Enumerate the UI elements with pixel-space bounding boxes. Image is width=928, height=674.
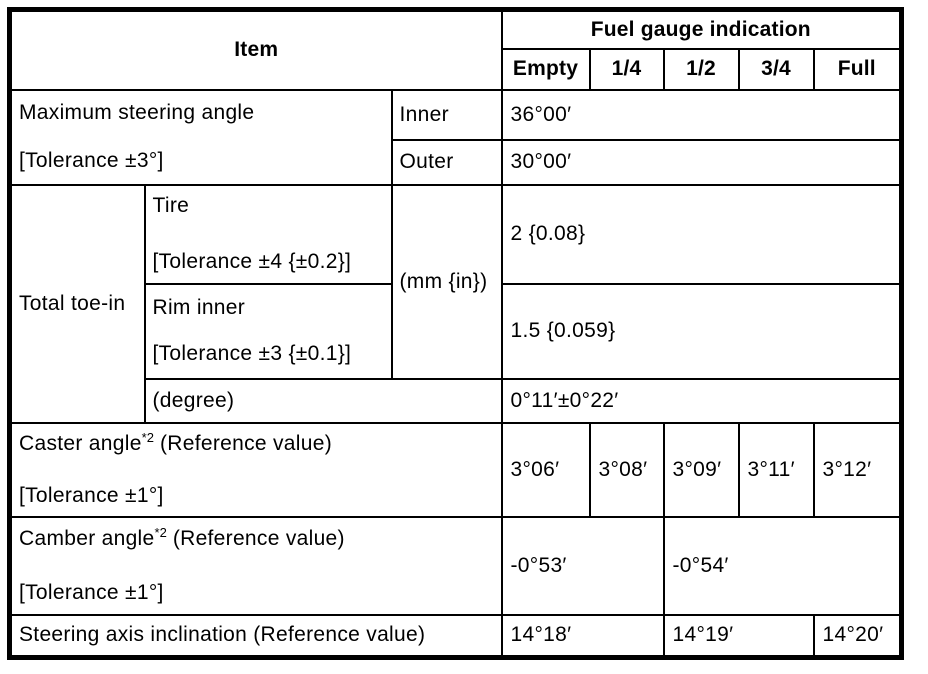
cell-steering-axis-label: Steering axis inclination (Reference val… — [8, 613, 503, 659]
row-caster-angle: Caster angle*2 (Reference value) [Toleran… — [8, 421, 903, 518]
max-steering-label: Maximum steering angle — [19, 101, 255, 124]
fuel-level-full: Full — [812, 47, 903, 91]
cell-caster-value-empty: 3°06′ — [500, 421, 591, 518]
cell-camber-label: Camber angle*2 (Reference value) [Toleran… — [8, 515, 503, 616]
cell-tire-value: 2 {0.08} — [500, 183, 903, 285]
row-steering-axis: Steering axis inclination (Reference val… — [8, 613, 903, 659]
caster-label: Caster angle*2 (Reference value) — [19, 429, 332, 455]
cell-outer-value: 30°00′ — [500, 138, 903, 186]
cell-caster-value-half: 3°09′ — [662, 421, 740, 518]
max-steering-tolerance: [Tolerance ±3°] — [19, 149, 164, 172]
caster-tolerance: [Tolerance ±1°] — [19, 483, 164, 507]
cell-toe-in-unit: (mm {in}) — [390, 183, 503, 380]
cell-total-toe-in-label: Total toe-in — [8, 183, 146, 424]
cell-rim-value: 1.5 {0.059} — [500, 282, 903, 380]
row-toe-in-rim: Rim inner [Tolerance ±3 {±0.1}] 1.5 {0.0… — [10, 282, 903, 380]
cell-rim-label: Rim inner [Tolerance ±3 {±0.1}] — [143, 282, 393, 380]
row-toe-in-tire: Total toe-in Tire [Tolerance ±4 {±0.2}] … — [8, 183, 903, 424]
cell-camber-value-empty-quarter: -0°53′ — [500, 515, 665, 616]
cell-tire-label: Tire [Tolerance ±4 {±0.2}] — [143, 183, 393, 285]
cell-caster-label: Caster angle*2 (Reference value) [Toleran… — [8, 421, 503, 518]
row-max-steering-outer: Outer 30°00′ — [10, 138, 903, 186]
cell-caster-value-quarter: 3°08′ — [588, 421, 665, 518]
cell-degree-value: 0°11′±0°22′ — [500, 377, 903, 424]
row-toe-in-degree: (degree) 0°11′±0°22′ — [10, 377, 903, 424]
cell-steering-axis-value-full: 14°20′ — [812, 613, 903, 659]
cell-max-steering-label: Maximum steering angle [Tolerance ±3°] — [8, 88, 393, 186]
cell-steering-axis-value-half-three-quarter: 14°19′ — [662, 613, 815, 659]
camber-footnote-marker: *2 — [154, 524, 167, 540]
tire-tolerance: [Tolerance ±4 {±0.2}] — [152, 250, 352, 273]
cell-outer-label: Outer — [390, 138, 503, 186]
rim-tolerance: [Tolerance ±3 {±0.1}] — [152, 342, 352, 365]
camber-tolerance: [Tolerance ±1°] — [19, 580, 164, 604]
fuel-level-half: 1/2 — [662, 47, 740, 91]
cell-caster-value-three-quarter: 3°11′ — [737, 421, 815, 518]
rim-label: Rim inner — [152, 296, 246, 319]
camber-label: Camber angle*2 (Reference value) — [19, 524, 345, 550]
caster-footnote-marker: *2 — [141, 429, 154, 445]
cell-steering-axis-value-empty-quarter: 14°18′ — [500, 613, 665, 659]
row-camber-angle: Camber angle*2 (Reference value) [Toleran… — [8, 515, 903, 616]
fuel-level-quarter: 1/4 — [588, 47, 665, 91]
cell-degree-label: (degree) — [143, 377, 503, 424]
fuel-level-three-quarter: 3/4 — [737, 47, 815, 91]
header-item-cell: Item — [8, 8, 503, 91]
cell-camber-value-half-to-full: -0°54′ — [662, 515, 903, 616]
row-max-steering-inner: Maximum steering angle [Tolerance ±3°] I… — [8, 88, 903, 186]
header-row-1: Item Fuel gauge indication — [8, 8, 903, 91]
cell-caster-value-full: 3°12′ — [812, 421, 903, 518]
header-row-2: Empty 1/4 1/2 3/4 Full — [10, 47, 903, 91]
cell-inner-value: 36°00′ — [500, 88, 903, 141]
wheel-alignment-spec-table: Item Fuel gauge indication Empty 1/4 1/2… — [7, 7, 905, 660]
fuel-level-empty: Empty — [500, 47, 591, 91]
header-fuel-gauge-cell: Fuel gauge indication — [500, 8, 903, 50]
page: Item Fuel gauge indication Empty 1/4 1/2… — [7, 7, 905, 660]
cell-inner-label: Inner — [390, 88, 503, 141]
tire-label: Tire — [152, 194, 190, 217]
